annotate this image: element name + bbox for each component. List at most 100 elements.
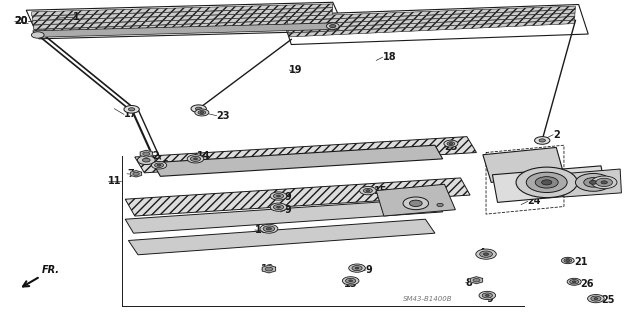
Circle shape <box>596 178 612 187</box>
Polygon shape <box>26 2 346 39</box>
Polygon shape <box>33 15 332 29</box>
Text: 6: 6 <box>162 160 168 170</box>
Circle shape <box>138 156 156 165</box>
Circle shape <box>330 25 336 28</box>
Circle shape <box>447 142 455 145</box>
Text: 4: 4 <box>478 248 485 258</box>
Text: 21: 21 <box>574 257 588 267</box>
Circle shape <box>270 203 287 211</box>
Circle shape <box>266 227 271 230</box>
Circle shape <box>355 267 359 269</box>
Polygon shape <box>32 8 332 20</box>
Text: 13: 13 <box>344 279 358 289</box>
Circle shape <box>276 195 280 197</box>
Circle shape <box>152 161 167 169</box>
Circle shape <box>349 264 365 272</box>
Polygon shape <box>287 6 575 20</box>
Circle shape <box>195 109 209 116</box>
Polygon shape <box>131 171 141 177</box>
Circle shape <box>200 112 204 114</box>
Text: 23: 23 <box>445 142 458 152</box>
Circle shape <box>485 294 489 296</box>
Polygon shape <box>125 198 443 233</box>
Text: 22: 22 <box>147 151 160 161</box>
Polygon shape <box>470 277 483 284</box>
Text: 24: 24 <box>527 197 541 206</box>
Circle shape <box>516 167 577 197</box>
Circle shape <box>276 206 280 208</box>
Circle shape <box>476 249 496 259</box>
Circle shape <box>601 181 607 184</box>
Polygon shape <box>288 13 575 29</box>
Circle shape <box>265 267 273 271</box>
Circle shape <box>589 181 597 184</box>
Circle shape <box>342 277 359 285</box>
Text: 9: 9 <box>285 192 292 202</box>
Circle shape <box>575 174 611 191</box>
Circle shape <box>479 251 492 257</box>
Circle shape <box>263 226 275 232</box>
Text: 2: 2 <box>553 130 560 140</box>
Polygon shape <box>287 10 575 25</box>
Circle shape <box>157 164 161 166</box>
Circle shape <box>133 172 140 175</box>
Circle shape <box>483 253 488 256</box>
Circle shape <box>352 266 362 271</box>
Circle shape <box>473 278 480 282</box>
Polygon shape <box>33 11 332 25</box>
Circle shape <box>143 152 150 156</box>
Circle shape <box>567 278 581 285</box>
Circle shape <box>346 278 356 283</box>
Text: 17: 17 <box>124 109 138 119</box>
Circle shape <box>572 281 576 283</box>
Polygon shape <box>129 219 435 255</box>
Polygon shape <box>31 4 333 16</box>
Circle shape <box>433 201 448 209</box>
Circle shape <box>570 279 579 284</box>
Text: 3: 3 <box>416 196 422 206</box>
Text: 12: 12 <box>261 264 275 274</box>
Polygon shape <box>33 23 339 37</box>
Text: SM43-B1400B: SM43-B1400B <box>403 296 452 301</box>
Circle shape <box>31 32 44 38</box>
Circle shape <box>198 111 205 115</box>
Circle shape <box>273 194 284 198</box>
Circle shape <box>155 163 164 167</box>
Text: 11: 11 <box>108 176 122 186</box>
Text: 9: 9 <box>366 265 372 275</box>
Text: 9: 9 <box>285 205 292 215</box>
Circle shape <box>187 155 204 163</box>
Polygon shape <box>282 4 588 45</box>
Circle shape <box>566 260 570 262</box>
Polygon shape <box>262 265 276 273</box>
Polygon shape <box>289 20 574 37</box>
Text: 18: 18 <box>383 52 396 62</box>
Circle shape <box>191 105 206 113</box>
Circle shape <box>541 180 552 185</box>
Text: 26: 26 <box>580 279 594 289</box>
Circle shape <box>539 139 545 142</box>
Polygon shape <box>563 169 621 197</box>
Circle shape <box>449 143 453 145</box>
Text: 25: 25 <box>601 295 614 305</box>
Circle shape <box>366 190 370 192</box>
Circle shape <box>526 172 567 193</box>
Polygon shape <box>125 178 470 216</box>
Text: 23: 23 <box>216 111 230 121</box>
Circle shape <box>360 187 376 195</box>
Circle shape <box>195 107 202 110</box>
Polygon shape <box>376 184 456 216</box>
Polygon shape <box>289 17 575 33</box>
Circle shape <box>403 197 429 210</box>
Circle shape <box>535 177 558 188</box>
Circle shape <box>564 259 572 263</box>
Circle shape <box>437 203 444 206</box>
Text: 8: 8 <box>466 278 472 288</box>
Text: 7: 7 <box>127 169 134 179</box>
Circle shape <box>591 296 601 301</box>
Circle shape <box>190 156 200 161</box>
Circle shape <box>129 108 135 111</box>
Text: 5: 5 <box>611 177 618 187</box>
Circle shape <box>588 294 604 303</box>
Text: 1: 1 <box>73 12 79 22</box>
